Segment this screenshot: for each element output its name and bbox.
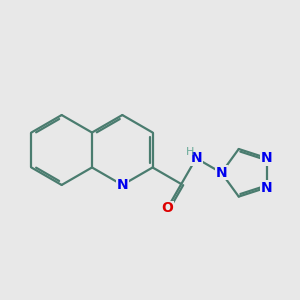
Text: H: H: [185, 147, 194, 157]
Text: O: O: [161, 201, 173, 215]
Text: N: N: [261, 151, 272, 165]
Text: N: N: [116, 178, 128, 192]
Text: N: N: [216, 166, 227, 180]
Text: N: N: [261, 181, 272, 194]
Text: N: N: [190, 151, 202, 165]
